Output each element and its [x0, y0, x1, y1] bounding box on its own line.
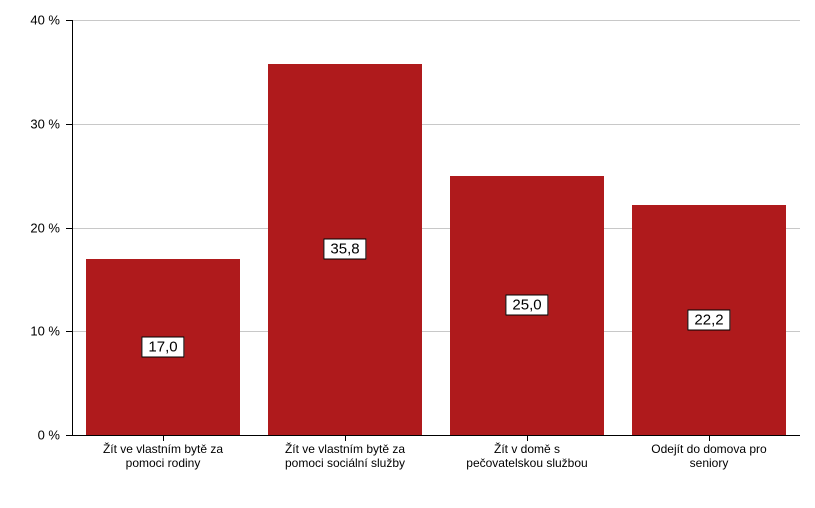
xtick-mark — [163, 435, 164, 441]
ytick-label: 40 % — [0, 13, 60, 28]
xtick-mark — [709, 435, 710, 441]
xtick-label: Žít ve vlastním bytě zapomoci rodiny — [72, 443, 254, 471]
bar: 35,8 — [268, 64, 423, 435]
bar-value-label: 22,2 — [687, 309, 730, 330]
x-axis-line — [72, 435, 800, 436]
xtick-mark — [345, 435, 346, 441]
ytick-label: 0 % — [0, 428, 60, 443]
ytick-label: 10 % — [0, 324, 60, 339]
y-axis-line — [72, 20, 73, 435]
bar: 25,0 — [450, 176, 605, 435]
bar-value-label: 25,0 — [505, 295, 548, 316]
xtick-label: Žít ve vlastním bytě zapomoci sociální s… — [254, 443, 436, 471]
bar-chart: 17,0 35,8 25,0 22,2 0 % 10 % 20 % 30 % 40 % Žít … — [0, 0, 815, 508]
xtick-label: Odejít do domova proseniory — [618, 443, 800, 471]
bar-value-label: 35,8 — [323, 239, 366, 260]
xtick-mark — [527, 435, 528, 441]
plot-area: 17,0 35,8 25,0 22,2 — [72, 20, 800, 435]
bar: 17,0 — [86, 259, 241, 435]
gridline — [72, 124, 800, 125]
bar-value-label: 17,0 — [141, 336, 184, 357]
ytick-label: 30 % — [0, 116, 60, 131]
gridline — [72, 20, 800, 21]
bar: 22,2 — [632, 205, 787, 435]
xtick-label: Žít v domě spečovatelskou službou — [436, 443, 618, 471]
ytick-label: 20 % — [0, 220, 60, 235]
